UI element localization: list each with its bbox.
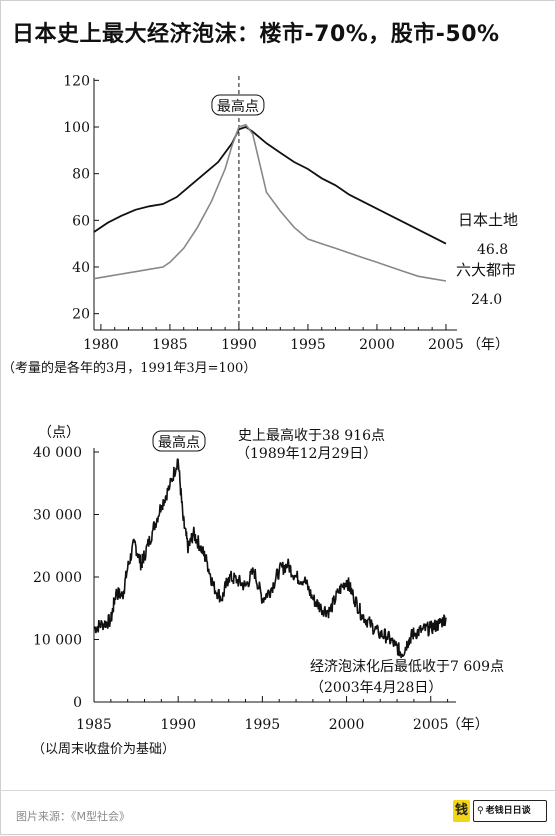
series-label-six-cities: 六大都市 [456, 261, 516, 279]
footer: 图片来源：《M型社会》 钱 ⚲ 老钱日日谈 [0, 790, 556, 836]
series-end-value-land: 46.8 [477, 242, 508, 258]
y-tick-label: 40 [72, 260, 90, 276]
peak-label: 最高点 [217, 98, 259, 115]
x-unit-label: （年） [467, 337, 509, 353]
logo-badge: 钱 [453, 800, 470, 822]
y-tick-label: 100 [63, 120, 90, 136]
high-annotation: 史上最高收于38 916点 [238, 427, 385, 444]
y-tick-label: 60 [72, 213, 90, 229]
y-tick-label: 40 000 [33, 445, 82, 461]
low-annotation-date: （2003年4月28日） [310, 680, 442, 696]
x-tick-label: 2005 [413, 717, 449, 733]
x-tick-label: 1995 [245, 717, 281, 733]
image-source: 图片来源：《M型社会》 [16, 810, 130, 823]
series-label-land: 日本土地 [458, 211, 518, 229]
series-end-value-six-cities: 24.0 [471, 292, 502, 308]
x-tick-label: 1980 [83, 337, 119, 353]
page-title: 日本史上最大经济泡沫：楼市-70%，股市-50% [12, 22, 500, 47]
y-tick-label: 80 [72, 167, 90, 183]
low-annotation: 经济泡沫化后最低收于7 609点 [310, 659, 504, 675]
x-tick-label: 1985 [76, 717, 112, 733]
chart-note: （考量的是各年的3月，1991年3月=100） [2, 360, 256, 376]
logo-label: ⚲ 老钱日日谈 [473, 800, 547, 822]
logo-text: 老钱日日谈 [485, 806, 531, 816]
x-tick-label: 2005 [428, 337, 464, 353]
y-unit-label: （点） [38, 425, 80, 441]
x-tick-label: 1990 [160, 717, 196, 733]
y-tick-label: 10 000 [33, 633, 82, 649]
chart-note: （以周末收盘价为基础） [32, 741, 175, 757]
land-price-chart: 20 40 60 80 100 120 1980 1985 1990 1995 2000 2005 （年… [2, 73, 518, 376]
peak-label-box [152, 430, 206, 452]
series-line-nikkei [93, 458, 447, 659]
y-tick-label: 20 000 [33, 570, 82, 586]
high-annotation-date: （1989年12月29日） [236, 446, 377, 462]
magnifier-icon: ⚲ [477, 806, 484, 816]
y-tick-label: 120 [63, 73, 90, 89]
x-tick-label: 1995 [290, 337, 326, 353]
x-unit-label: （年） [447, 717, 489, 733]
x-tick-label: 1985 [152, 337, 188, 353]
y-tick-label: 30 000 [33, 508, 82, 524]
series-line-land [93, 126, 447, 245]
x-tick-label: 2000 [359, 337, 395, 353]
peak-label-box [211, 94, 265, 116]
y-tick-label: 20 [72, 307, 90, 323]
x-tick-label: 1990 [221, 337, 257, 353]
x-tick-label: 2000 [329, 717, 365, 733]
y-tick-label: 0 [73, 695, 82, 711]
peak-label: 最高点 [158, 434, 200, 451]
nikkei-chart: 0 10 000 20 000 30 000 40 000 （点） 1985 1990 1995… [32, 425, 504, 757]
series-line-six-cities [93, 123, 447, 282]
